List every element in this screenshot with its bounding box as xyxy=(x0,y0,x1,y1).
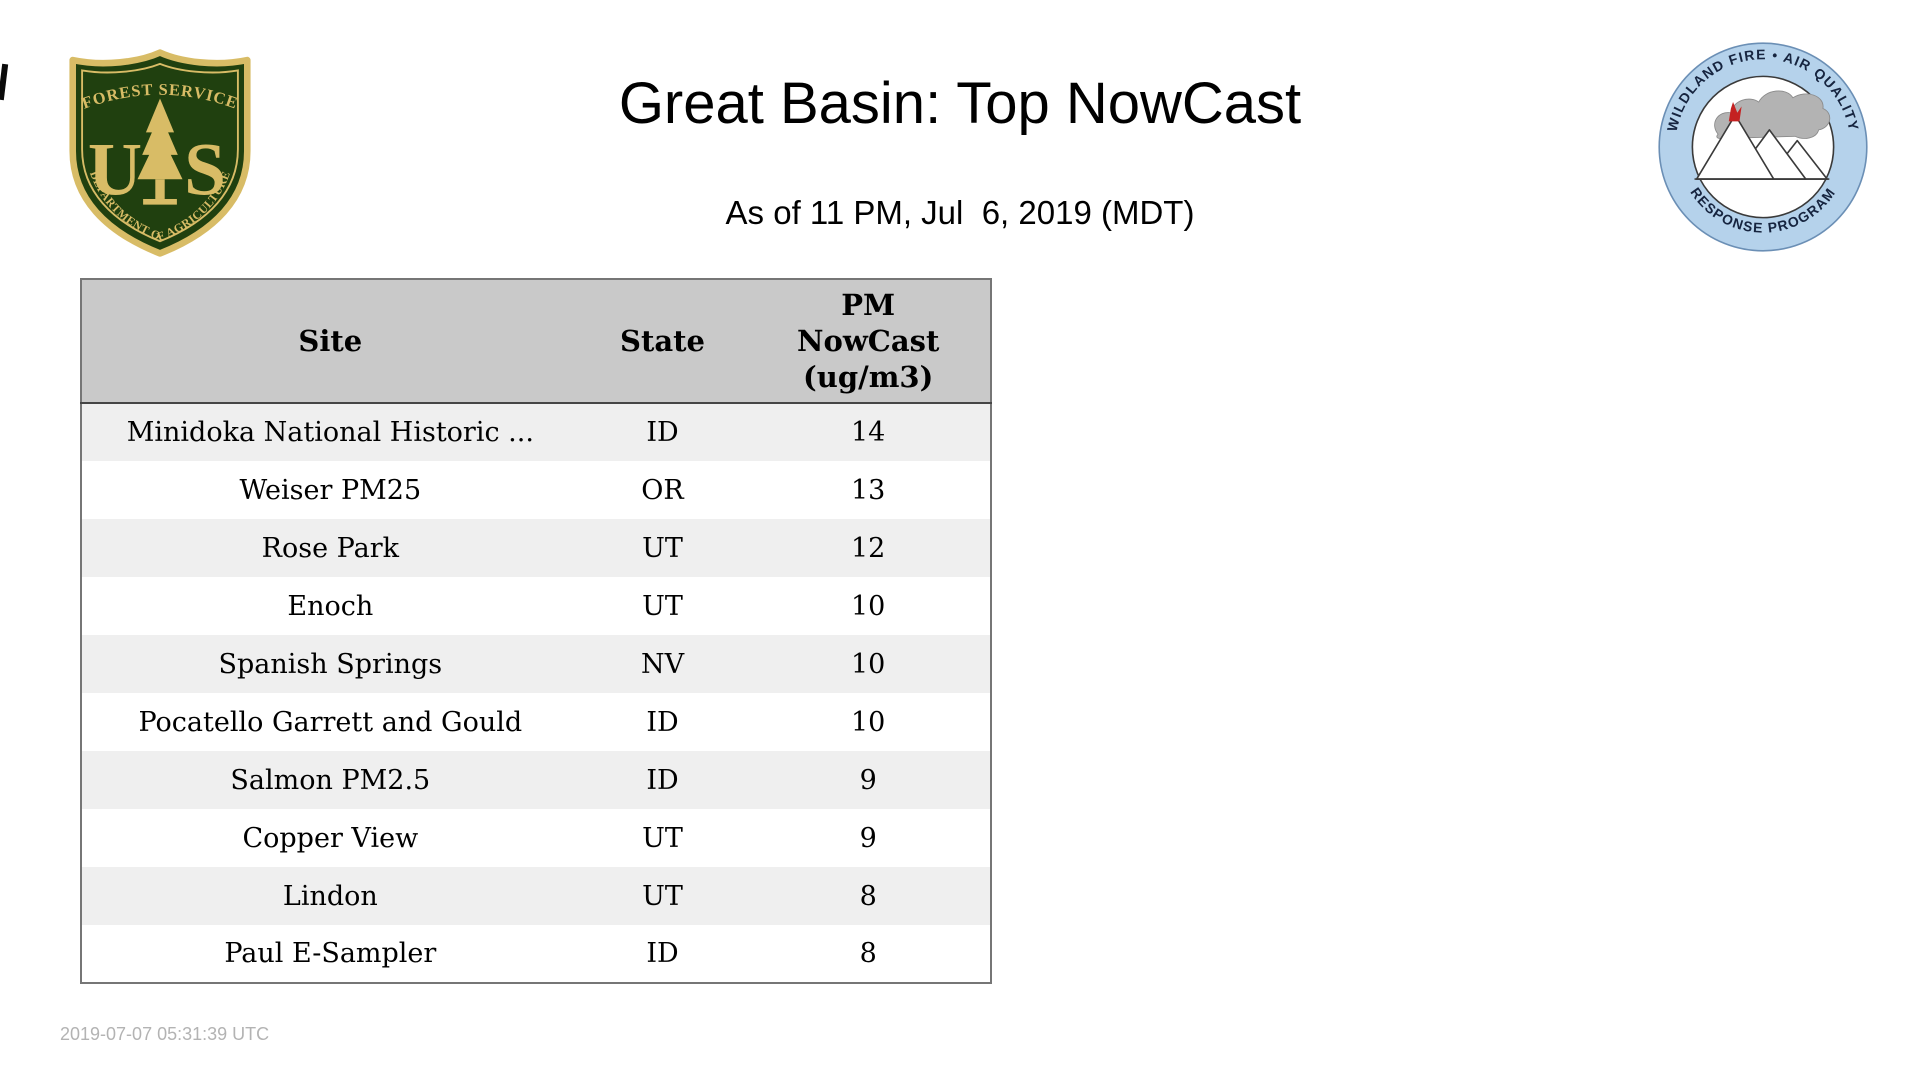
cell-site: Paul E-Sampler xyxy=(224,938,437,969)
flame-icon xyxy=(1728,102,1742,122)
cell-pm-value: 9 xyxy=(859,822,877,854)
cell-state: UT xyxy=(642,590,683,622)
cell-pm-value: 12 xyxy=(851,532,886,564)
cell-state: UT xyxy=(642,532,683,564)
table-row: Pocatello Garrett and Gould ID 10 xyxy=(81,693,991,751)
page-subtitle: As of 11 PM, Jul 6, 2019 (MDT) xyxy=(725,194,1195,231)
header-row: Site State PM NowCast (ug/m3) xyxy=(81,279,991,404)
table-row: Minidoka National Historic ... ID 14 xyxy=(81,403,991,461)
mountains-icon xyxy=(1694,114,1830,180)
cell-pm-value: 8 xyxy=(859,880,877,912)
table-row: Spanish Springs NV 10 xyxy=(81,635,991,693)
cell-state: UT xyxy=(642,880,683,912)
cell-site: Weiser PM25 xyxy=(239,474,422,506)
pine-tree-icon xyxy=(137,98,183,205)
cell-pm-value: 13 xyxy=(851,474,886,506)
table-row: Rose Park UT 12 xyxy=(81,519,991,577)
cell-site: Pocatello Garrett and Gould xyxy=(138,706,523,738)
cell-site: Rose Park xyxy=(261,532,399,564)
cell-site: Lindon xyxy=(282,880,378,912)
table-row: Enoch UT 10 xyxy=(81,577,991,635)
cell-state: ID xyxy=(646,706,679,738)
cell-pm-value: 8 xyxy=(859,938,877,969)
table-row: Copper View UT 9 xyxy=(81,809,991,867)
cell-site: Minidoka National Historic ... xyxy=(126,417,534,448)
cell-site: Enoch xyxy=(287,590,374,622)
cell-state: ID xyxy=(646,764,679,796)
table-row: Paul E-Sampler ID 8 xyxy=(81,925,991,983)
cell-state: NV xyxy=(640,648,685,680)
col-header-site: Site xyxy=(81,279,579,404)
page-title: Great Basin: Top NowCast xyxy=(618,71,1302,136)
forest-service-logo: FOREST SERVICE U S DEPARTMENT OF AGRICUL… xyxy=(69,49,251,257)
fs-logo-letter-u: U xyxy=(88,128,142,211)
table-body: Minidoka National Historic ... ID 14 Weiser… xyxy=(81,403,991,983)
cell-pm-value: 9 xyxy=(859,764,877,796)
shield-pinline xyxy=(81,62,239,243)
cell-site: Salmon PM2.5 xyxy=(230,764,431,796)
cell-pm-value: 10 xyxy=(851,706,886,738)
cell-pm-value: 14 xyxy=(851,417,886,448)
cell-site: Spanish Springs xyxy=(218,648,443,680)
airfire-program-logo: WILDLAND FIRE • AIR QUALITY RESPONSE PRO… xyxy=(1658,42,1868,252)
nowcast-table: Site State PM NowCast (ug/m3) Minidoka N… xyxy=(80,278,992,984)
cell-site: Copper View xyxy=(242,822,419,854)
table-row: Lindon UT 8 xyxy=(81,867,991,925)
fs-logo-letter-s: S xyxy=(184,128,226,211)
cell-state: UT xyxy=(642,822,683,854)
cell-pm-value: 10 xyxy=(851,590,886,622)
table-row: Salmon PM2.5 ID 9 xyxy=(81,751,991,809)
cell-state: OR xyxy=(641,474,684,506)
col-header-state: State xyxy=(578,279,747,404)
generated-timestamp: 2019-07-07 05:31:39 UTC xyxy=(60,1024,270,1044)
table-row: Weiser PM25 OR 13 xyxy=(81,461,991,519)
col-header-pm-nowcast: PM NowCast (ug/m3) xyxy=(746,279,991,404)
cell-state: ID xyxy=(646,938,679,969)
cell-state: ID xyxy=(646,417,679,448)
cell-pm-value: 10 xyxy=(851,648,886,680)
table-header: Site State PM NowCast (ug/m3) xyxy=(81,279,991,404)
